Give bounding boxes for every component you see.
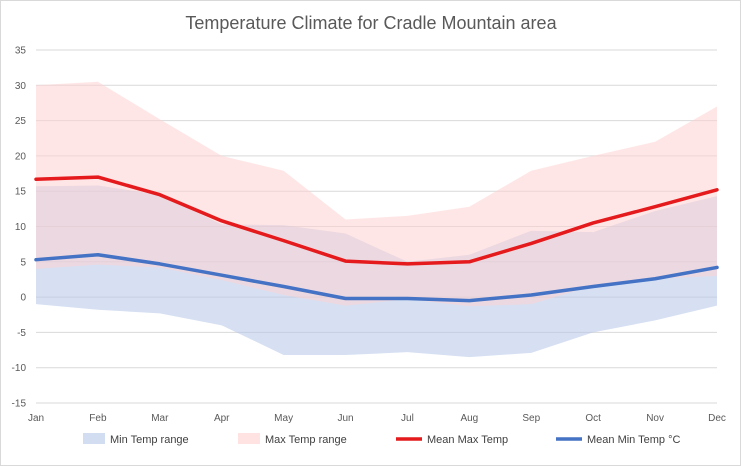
y-tick-label: -15	[12, 399, 27, 410]
x-tick-label: Dec	[708, 413, 726, 424]
y-axis-ticks: -15 -10 -5 0 5 10 15 20 25 30 35	[12, 46, 27, 410]
x-tick-label: Jan	[28, 413, 44, 424]
x-tick-label: Aug	[460, 413, 478, 424]
mean-lines	[34, 175, 719, 303]
x-tick-label: Feb	[89, 413, 107, 424]
y-tick-label: 15	[15, 187, 27, 198]
y-tick-label: 35	[15, 46, 27, 57]
y-tick-label: 0	[20, 293, 26, 304]
x-tick-label: Oct	[585, 413, 601, 424]
y-tick-label: -10	[12, 363, 27, 374]
x-tick-label: Jun	[337, 413, 353, 424]
y-tick-label: 5	[20, 257, 26, 268]
chart-title: Temperature Climate for Cradle Mountain …	[185, 13, 557, 33]
x-tick-label: May	[274, 413, 293, 424]
y-tick-label: 25	[15, 116, 27, 127]
y-tick-label: -5	[17, 328, 26, 339]
series-line	[34, 175, 719, 266]
x-tick-label: Sep	[522, 413, 540, 424]
x-tick-label: Jul	[401, 413, 414, 424]
x-axis-ticks: Jan Feb Mar Apr May Jun Jul Aug Sep Oct Nov Dec	[28, 413, 726, 424]
legend-label: Mean Min Temp °C	[587, 434, 681, 446]
series-line	[34, 252, 719, 303]
range-bands	[36, 81, 717, 358]
x-tick-label: Apr	[214, 413, 230, 424]
legend-swatch	[238, 433, 260, 444]
y-tick-label: 30	[15, 81, 27, 92]
legend-label: Mean Max Temp	[427, 434, 508, 446]
range-band	[36, 81, 717, 307]
legend-swatch	[83, 433, 105, 444]
legend-label: Min Temp range	[110, 434, 189, 446]
y-tick-label: 10	[15, 222, 27, 233]
legend: Min Temp range Max Temp range Mean Max Tem…	[83, 433, 681, 446]
legend-label: Max Temp range	[265, 434, 347, 446]
x-tick-label: Nov	[646, 413, 664, 424]
x-tick-label: Mar	[151, 413, 169, 424]
y-tick-label: 20	[15, 151, 27, 162]
